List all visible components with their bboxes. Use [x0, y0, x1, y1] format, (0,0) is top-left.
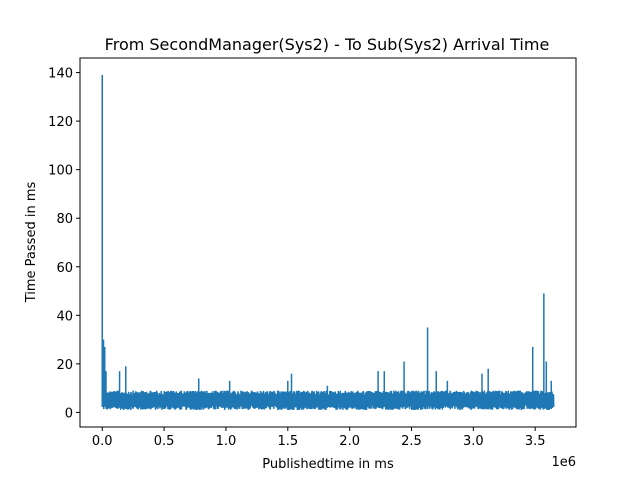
y-tick-label: 140 [48, 67, 73, 82]
x-tick-label: 3.0 [463, 434, 484, 449]
x-tick-label: 0.0 [92, 434, 113, 449]
plot-area [79, 57, 577, 428]
y-axis-label: Time Passed in ms [24, 182, 39, 304]
y-tick-label: 40 [56, 309, 73, 324]
x-tick-label: 1.0 [216, 434, 237, 449]
y-tick-label: 60 [56, 261, 73, 276]
x-tick-label: 0.5 [154, 434, 175, 449]
series-line [101, 74, 555, 411]
x-tick-label: 2.5 [401, 434, 422, 449]
x-tick-label: 2.0 [339, 434, 360, 449]
x-offset-label: 1e6 [551, 455, 576, 470]
y-tick-label: 80 [56, 212, 73, 227]
y-tick-label: 20 [56, 358, 73, 373]
y-tick-label: 120 [48, 115, 73, 130]
x-tick-label: 3.5 [525, 434, 546, 449]
x-axis: 0.0 0.5 1.0 1.5 2.0 2.5 3.0 3.5 [92, 427, 546, 449]
chart-title: From SecondManager(Sys2) - To Sub(Sys2) … [105, 35, 550, 54]
y-tick-label: 100 [48, 164, 73, 179]
series-layer [101, 74, 555, 411]
axes-frame [79, 57, 577, 428]
y-axis: 0 20 40 60 80 100 120 140 [48, 67, 80, 421]
x-tick-label: 1.5 [277, 434, 298, 449]
x-axis-label: Publishedtime in ms [262, 457, 394, 472]
y-tick-label: 0 [65, 406, 73, 421]
